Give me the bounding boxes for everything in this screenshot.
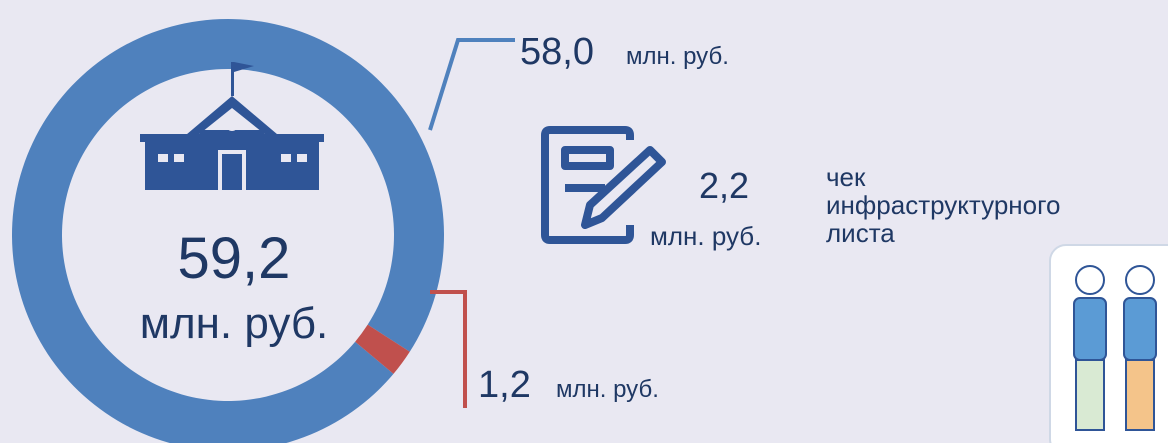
unit-label: млн. руб. [626,43,729,70]
center-unit: млн. руб. [140,299,329,348]
annotation-unit: млн. руб. [650,221,761,251]
donut-segment [355,324,410,374]
document-icon [541,126,666,244]
center-value: 59,2 [178,226,291,291]
annotation-caption: листа [826,218,895,248]
building-icon [140,62,324,190]
leader-line [428,38,515,131]
value-label: 58,0 [520,31,594,73]
annotation-caption: чек [826,162,866,192]
value-label: 1,2 [478,364,531,406]
annotation-value: 2,2 [699,165,749,206]
leader-line [430,290,467,408]
annotation-caption: инфраструктурного [826,190,1061,220]
unit-label: млн. руб. [556,376,659,403]
people-icon [1049,244,1168,443]
